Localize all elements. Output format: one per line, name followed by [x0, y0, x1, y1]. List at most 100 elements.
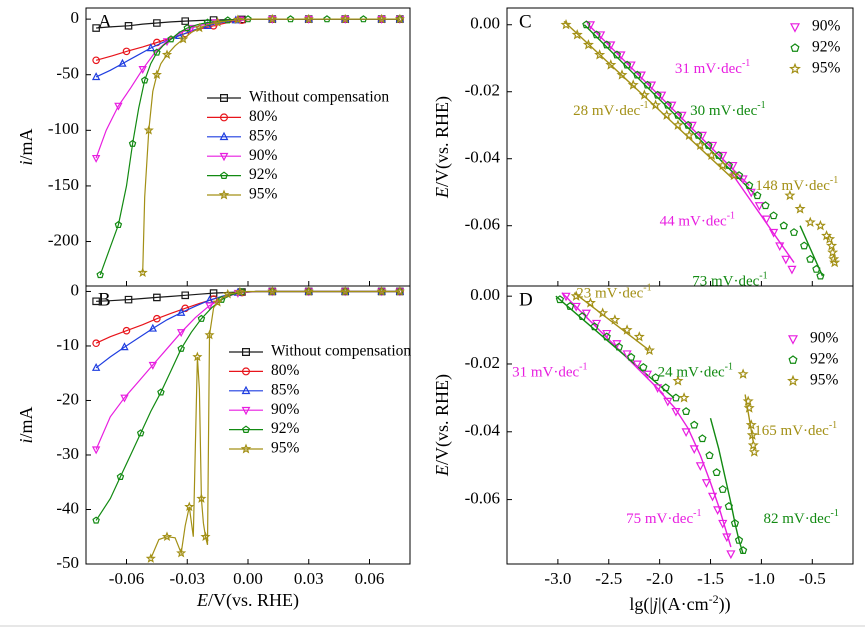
panel-d-xlabel: lg(|j|(A·cm-2))	[629, 592, 730, 615]
panel-c-point-s92	[745, 181, 754, 190]
panel-c-legend-marker	[790, 23, 800, 33]
panel-a-point-s80	[122, 47, 131, 56]
panel-c-point-s95	[638, 89, 650, 100]
panel-c-point-s92	[633, 70, 642, 79]
panel-c-point-s95	[582, 39, 594, 50]
panel-a-point-without	[124, 21, 133, 30]
panel-a-ytick-label: -100	[48, 119, 79, 138]
panel-d-point-s95	[609, 314, 621, 325]
panel-b-point-s85	[91, 362, 101, 371]
panel-a-series-line-s80	[95, 18, 400, 61]
panel-d-point-s95	[743, 402, 755, 413]
panel-c-point-s95	[784, 189, 796, 201]
panel-b-xtick-label: -0.06	[109, 569, 144, 588]
panel-d-point-s90	[713, 506, 723, 516]
panel-c-point-s92	[643, 80, 652, 89]
panel-a-point-without	[153, 19, 161, 27]
panel-a-point-s85	[118, 58, 127, 67]
panel-a-point-s92	[128, 139, 137, 147]
panel-d-point-s92	[712, 468, 721, 476]
panel-a-point-s92	[153, 48, 161, 56]
panel-a-point-s95	[267, 13, 278, 24]
panel-b-point-without	[209, 289, 218, 297]
panel-d-ytick-label: 0.00	[470, 285, 500, 304]
panel-a-ytick-label: 0	[71, 8, 80, 27]
panel-c-point-s90	[775, 242, 785, 252]
panel-d-point-s92	[661, 383, 670, 392]
panel-d-point-s95	[584, 297, 596, 308]
panel-a-point-without	[92, 24, 100, 32]
panel-b-point-s95	[145, 553, 156, 563]
panel-d-point-s90	[726, 550, 736, 560]
panel-b-series-line-s95	[150, 290, 400, 559]
panel-d-slope-label-part-1: -1	[829, 420, 837, 431]
panel-c-point-s92	[663, 100, 672, 109]
panel-b-xlabel-part-0: E	[196, 590, 208, 610]
panel-d-legend-marker	[788, 335, 798, 345]
panel-c-ylabel-part-0: E	[432, 187, 452, 199]
panel-b-label: B	[98, 289, 111, 310]
panel-b-point-s95	[303, 286, 314, 296]
panel-c-point-s95	[826, 240, 838, 251]
panel-a-point-s90	[138, 66, 147, 74]
panel-b-point-s85	[176, 307, 186, 316]
panel-c-point-s92	[806, 254, 815, 263]
panel-b-point-s95	[394, 286, 405, 296]
panel-b-ytick-label: -10	[56, 335, 79, 354]
panel-c-point-s92	[612, 50, 622, 59]
panel-b-point-without	[153, 293, 161, 302]
panel-a-legend-label: 95%	[249, 186, 278, 203]
panel-a-legend-marker	[220, 94, 228, 102]
panel-a-point-s95	[161, 49, 173, 60]
panel-d-point-s92	[730, 518, 740, 527]
panel-b-point-s90	[176, 329, 186, 338]
panel-c-ylabel: E/V(vs. RHE)	[432, 96, 453, 199]
panel-a-ylabel-part-0: i	[16, 161, 36, 166]
panel-c-slope-label: 30 mV·dec-1	[690, 100, 765, 119]
panel-b-legend-label: 85%	[271, 381, 300, 398]
panel-a-point-without	[181, 17, 190, 25]
panel-d-point-s90	[642, 370, 653, 380]
panel-d-point-s92	[705, 451, 714, 460]
panel-a-ylabel: i/mA	[16, 128, 36, 165]
panel-a-ylabel-part-1: /mA	[16, 128, 36, 160]
panel-b-ytick-label: -50	[56, 553, 79, 572]
panel-c-point-s95	[824, 233, 836, 244]
panel-d-label: D	[519, 289, 533, 310]
panel-d-point-s90	[722, 533, 732, 543]
panel-a-point-s92	[167, 35, 175, 43]
panel-d-xtick-label: -1.0	[748, 569, 775, 588]
panel-a-ytick-label: -150	[48, 175, 79, 194]
panel-b-point-s92	[197, 314, 206, 322]
panel-c-slope-label-part-0: 28 mV·dec	[573, 103, 640, 119]
panel-d-ylabel: E/V(vs. RHE)	[432, 374, 453, 477]
panel-c-point-s95	[605, 59, 617, 70]
panel-c-slope-label: 148 mV·dec-1	[755, 175, 838, 194]
panel-d-slope-label-part-0: 23 mV·dec	[576, 286, 643, 302]
panel-d-point-s90	[622, 350, 632, 360]
panel-b-xtick-label: 0.06	[355, 569, 385, 588]
panel-d-slope-label-part-0: 165 mV·dec	[754, 423, 829, 439]
panel-b-ytick-label: 0	[71, 280, 80, 299]
panel-c-point-s90	[754, 202, 764, 211]
panel-d-point-s95	[570, 290, 582, 301]
panel-c-point-s92	[592, 30, 601, 39]
panel-d-point-s92	[690, 420, 699, 429]
panel-c-point-s95	[650, 99, 662, 110]
panel-d-xtick-label: -2.0	[646, 569, 673, 588]
panel-c-point-s95	[616, 69, 628, 80]
panel-b-point-s90	[120, 394, 129, 403]
panel-d-point-s90	[701, 479, 712, 488]
panel-d-point-s95	[746, 429, 758, 440]
panel-a-point-s95	[212, 17, 223, 27]
panel-c-slope-label-part-1: -1	[830, 175, 838, 186]
panel-d-slope-label: 23 mV·dec-1	[576, 283, 651, 302]
panel-a-point-s95	[137, 267, 148, 277]
panel-c-legend-label: 90%	[812, 18, 841, 35]
panel-d-point-s95	[747, 439, 759, 451]
panel-c-fit-line-s95	[563, 20, 734, 180]
panel-c-ylabel-part-1: /V(vs. RHE)	[432, 96, 453, 187]
panel-a-series-line-s85	[95, 18, 400, 78]
panel-b-legend-label: Without compensation	[271, 343, 411, 360]
panel-c-point-s92	[694, 130, 703, 139]
